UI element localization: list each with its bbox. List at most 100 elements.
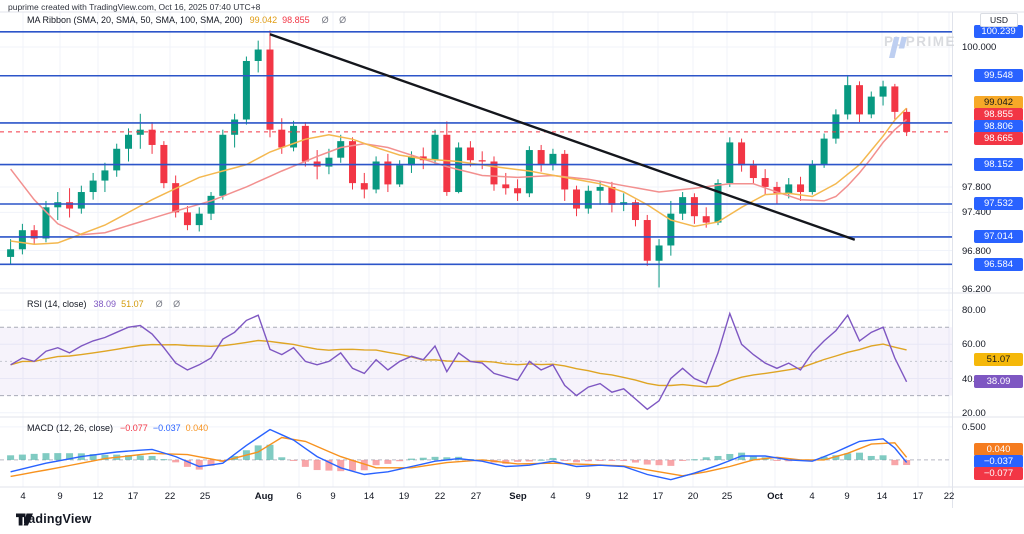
- sma20-line[interactable]: [10, 107, 908, 245]
- time-tick-label: 12: [92, 491, 104, 502]
- time-tick-label: 9: [585, 491, 591, 502]
- rsi-label: RSI (14, close): [27, 298, 87, 309]
- candle-body: [808, 164, 816, 193]
- candle-body: [761, 178, 769, 187]
- time-tick-label: 9: [57, 491, 63, 502]
- empty-value-icons: Ø Ø: [321, 14, 351, 25]
- candle-body: [702, 216, 710, 223]
- puprime-logo-icon: [889, 37, 907, 58]
- time-tick-label: 17: [127, 491, 139, 502]
- candle-body: [18, 230, 26, 250]
- macd-hist-bar: [549, 457, 557, 460]
- macd-hist-bar: [631, 459, 639, 463]
- price-badge: 98.855: [974, 108, 1023, 122]
- macd-hist-bar: [844, 453, 852, 460]
- legend-ma-ribbon[interactable]: MA Ribbon (SMA, 20, SMA, 50, SMA, 100, S…: [27, 14, 350, 25]
- macd-hist-bar: [537, 459, 545, 461]
- candle-body: [349, 141, 357, 184]
- macd-hist-bar: [431, 456, 439, 460]
- candle-body: [89, 180, 97, 193]
- macd-hist-bar: [42, 453, 50, 460]
- macd-hist-bar: [832, 455, 840, 460]
- pane-separators: [0, 11, 1024, 508]
- macd-hist-bar: [160, 459, 168, 461]
- candle-body: [797, 184, 805, 193]
- macd-values: −0.077 −0.037 0.040: [120, 423, 213, 433]
- macd-hist-bar: [372, 459, 380, 466]
- rsi-ma-line: [10, 339, 907, 388]
- candle-body: [844, 85, 852, 115]
- candle-body: [278, 129, 286, 148]
- chart-attribution-title: puprime created with TradingView.com, Oc…: [8, 2, 261, 12]
- macd-hist-bar: [360, 459, 368, 471]
- macd-hist-bar: [514, 459, 522, 462]
- time-tick-label: 9: [330, 491, 336, 502]
- macd-hist-bar: [690, 459, 698, 461]
- macd-hist-bar: [89, 454, 97, 460]
- macd-hist-bar: [643, 459, 651, 465]
- candle-body: [172, 183, 180, 213]
- candle-body: [148, 129, 156, 145]
- price-badge: 51.07: [974, 353, 1023, 367]
- time-tick-label: 17: [652, 491, 664, 502]
- tradingview-logo[interactable]: TradingView: [16, 512, 92, 526]
- levels-layer[interactable]: [0, 30, 952, 266]
- time-tick-label: 4: [809, 491, 815, 502]
- ma-ribbon-values: 99.042 98.855: [250, 15, 315, 25]
- macd-hist-bar: [773, 459, 781, 461]
- candle-body: [195, 213, 203, 226]
- candle-body: [125, 134, 132, 149]
- candle-body: [714, 183, 722, 223]
- time-tick-label: Oct: [767, 491, 783, 502]
- candle-body: [855, 85, 863, 115]
- candle-body: [290, 125, 298, 148]
- trendline[interactable]: [269, 33, 856, 241]
- macd-line: [10, 428, 908, 481]
- candle-body: [396, 165, 404, 185]
- candle-body: [820, 138, 828, 165]
- empty-value-icons: Ø Ø: [155, 298, 185, 309]
- candle-body: [643, 220, 651, 261]
- macd-hist-bar: [726, 453, 734, 460]
- price-badge: 97.014: [974, 230, 1023, 244]
- macd-hist-bar: [30, 453, 38, 460]
- price-tick-label: 60.00: [962, 339, 986, 351]
- macd-hist-bar: [820, 456, 828, 460]
- macd-hist-bar: [525, 459, 533, 462]
- price-badge: 99.548: [974, 69, 1023, 83]
- candle-body: [785, 184, 793, 194]
- macd-hist-bar: [596, 459, 604, 461]
- candle-body: [514, 188, 522, 194]
- macd-hist-bar: [903, 459, 911, 466]
- price-tick-label: 97.400: [962, 207, 992, 219]
- candle-body: [667, 213, 675, 246]
- price-tick-label: 0.500: [962, 421, 986, 433]
- price-badge: 100.239: [974, 25, 1023, 39]
- price-tick-label: 97.800: [962, 181, 992, 193]
- candle-body: [136, 129, 144, 135]
- candle-body: [372, 161, 380, 190]
- candle-body: [561, 153, 569, 190]
- macd-hist-bar: [349, 459, 357, 471]
- candle-body: [325, 157, 333, 167]
- candle-body: [7, 249, 15, 257]
- candle-body: [891, 86, 899, 112]
- candle-body: [690, 197, 698, 217]
- candle-body: [490, 161, 498, 185]
- candle-body: [773, 186, 781, 194]
- candle-body: [101, 170, 109, 181]
- sma50-line[interactable]: [10, 118, 908, 236]
- price-badge: 96.584: [974, 257, 1023, 271]
- time-tick-label: Sep: [509, 491, 527, 502]
- candle-body: [738, 142, 746, 166]
- price-badge: 38.09: [974, 375, 1023, 389]
- legend-macd[interactable]: MACD (12, 26, close) −0.077 −0.037 0.040: [27, 422, 213, 433]
- legend-value: 0.040: [185, 422, 209, 433]
- candle-body: [655, 245, 663, 261]
- candle-body: [573, 189, 581, 209]
- price-badge: 98.665: [974, 132, 1023, 146]
- legend-rsi[interactable]: RSI (14, close) 38.09 51.07 Ø Ø: [27, 298, 184, 309]
- price-tick-label: 100.000: [962, 41, 997, 53]
